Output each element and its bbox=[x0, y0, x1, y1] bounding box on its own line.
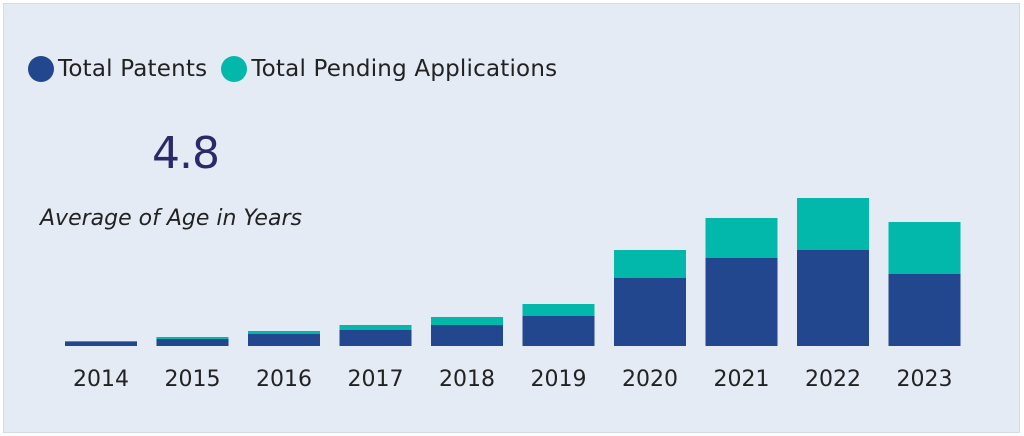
legend-item-total-patents[interactable]: Total Patents bbox=[28, 56, 207, 82]
x-tick-label-2016: 2016 bbox=[256, 367, 312, 392]
bar-total-patents-2017[interactable] bbox=[339, 330, 412, 346]
x-tick-label-2015: 2015 bbox=[165, 367, 221, 392]
x-tick-label-2017: 2017 bbox=[348, 367, 404, 392]
legend-dot-total-pending-applications bbox=[221, 56, 248, 82]
bars-group bbox=[65, 198, 961, 346]
legend-label-total-patents: Total Patents bbox=[58, 56, 208, 82]
x-tick-label-2023: 2023 bbox=[897, 367, 953, 392]
x-tick-label-2021: 2021 bbox=[714, 367, 770, 392]
bar-total-pending-applications-2023[interactable] bbox=[888, 222, 961, 274]
bar-total-patents-2020[interactable] bbox=[614, 278, 686, 346]
x-tick-label-2014: 2014 bbox=[73, 367, 129, 392]
x-tick-label-2022: 2022 bbox=[805, 367, 861, 392]
bar-total-pending-applications-2018[interactable] bbox=[431, 317, 503, 325]
bar-total-pending-applications-2017[interactable] bbox=[339, 325, 412, 330]
bar-total-pending-applications-2014[interactable] bbox=[65, 341, 137, 342]
kpi-value: 4.8 bbox=[152, 128, 220, 179]
bar-total-pending-applications-2022[interactable] bbox=[797, 198, 869, 250]
bar-total-patents-2019[interactable] bbox=[522, 316, 595, 346]
bar-total-patents-2021[interactable] bbox=[705, 258, 778, 346]
bar-total-pending-applications-2015[interactable] bbox=[156, 337, 229, 339]
x-axis-ticks: 2014 2015 2016 2017 2018 2019 2020 2021 2022 2023 bbox=[73, 367, 953, 392]
x-tick-label-2019: 2019 bbox=[531, 367, 587, 392]
legend-label-total-pending-applications: Total Pending Applications bbox=[251, 56, 558, 82]
legend-dot-total-patents bbox=[28, 56, 54, 82]
kpi-caption: Average of Age in Years bbox=[40, 206, 302, 231]
bar-total-patents-2014[interactable] bbox=[65, 342, 137, 346]
bar-total-patents-2016[interactable] bbox=[248, 334, 320, 346]
bar-total-pending-applications-2020[interactable] bbox=[614, 250, 686, 278]
legend-item-total-pending-applications[interactable]: Total Pending Applications bbox=[221, 56, 557, 82]
x-tick-label-2018: 2018 bbox=[439, 367, 495, 392]
bar-total-patents-2023[interactable] bbox=[888, 274, 961, 346]
bar-total-pending-applications-2016[interactable] bbox=[248, 331, 320, 334]
bar-total-patents-2018[interactable] bbox=[431, 325, 503, 346]
bar-total-pending-applications-2021[interactable] bbox=[705, 218, 778, 258]
bar-total-patents-2015[interactable] bbox=[156, 339, 229, 346]
legend: Total Patents Total Pending Applications bbox=[28, 54, 571, 84]
bar-total-pending-applications-2019[interactable] bbox=[522, 304, 595, 316]
x-tick-label-2020: 2020 bbox=[622, 367, 678, 392]
bar-total-patents-2022[interactable] bbox=[797, 250, 869, 346]
